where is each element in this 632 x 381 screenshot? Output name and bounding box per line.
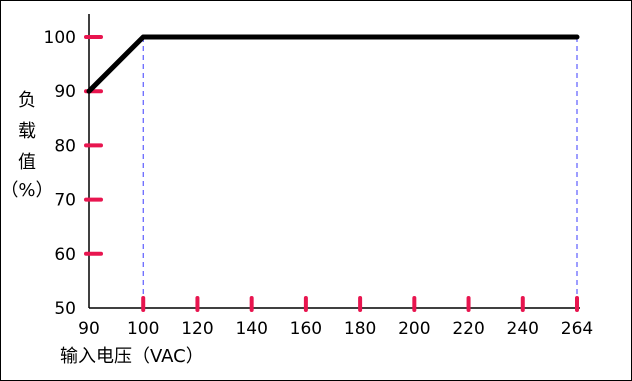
x-tick-label-90: 90	[78, 319, 100, 339]
y-tick-labels: 50 60 70 80 90 100	[44, 28, 76, 319]
y-axis-label: 负载值 （%）	[0, 90, 53, 201]
tick-marks	[84, 35, 579, 312]
x-tick-label-240: 240	[507, 319, 539, 339]
y-tick-label-80: 80	[54, 136, 76, 156]
x-tick-label-180: 180	[344, 319, 376, 339]
reference-lines	[142, 37, 578, 308]
series-0-line	[86, 34, 580, 94]
x-tick-label-200: 200	[398, 319, 430, 339]
x-axis-label: 输入电压（VAC）	[60, 346, 204, 367]
x-tick-labels: 90 100 120 140 160 180 200 220 240 264	[78, 319, 593, 339]
y-axis-label-char-2: 值	[18, 152, 36, 173]
y-tick-label-90: 90	[54, 82, 76, 102]
x-tick-label-264: 264	[561, 319, 593, 339]
axes	[88, 14, 580, 309]
x-tick-label-220: 220	[452, 319, 484, 339]
y-axis-label-char-1: 载	[18, 121, 36, 142]
y-tick-label-60: 60	[54, 245, 76, 265]
x-tick-label-120: 120	[181, 319, 213, 339]
y-axis-label-char-3: （%）	[0, 180, 53, 201]
y-tick-label-50: 50	[54, 299, 76, 319]
y-axis-label-char-0: 负	[18, 90, 36, 111]
x-tick-label-100: 100	[127, 319, 159, 339]
y-tick-label-70: 70	[54, 191, 76, 211]
y-tick-label-100: 100	[44, 28, 76, 48]
x-tick-label-140: 140	[235, 319, 267, 339]
series-line	[86, 34, 580, 94]
x-tick-label-160: 160	[290, 319, 322, 339]
